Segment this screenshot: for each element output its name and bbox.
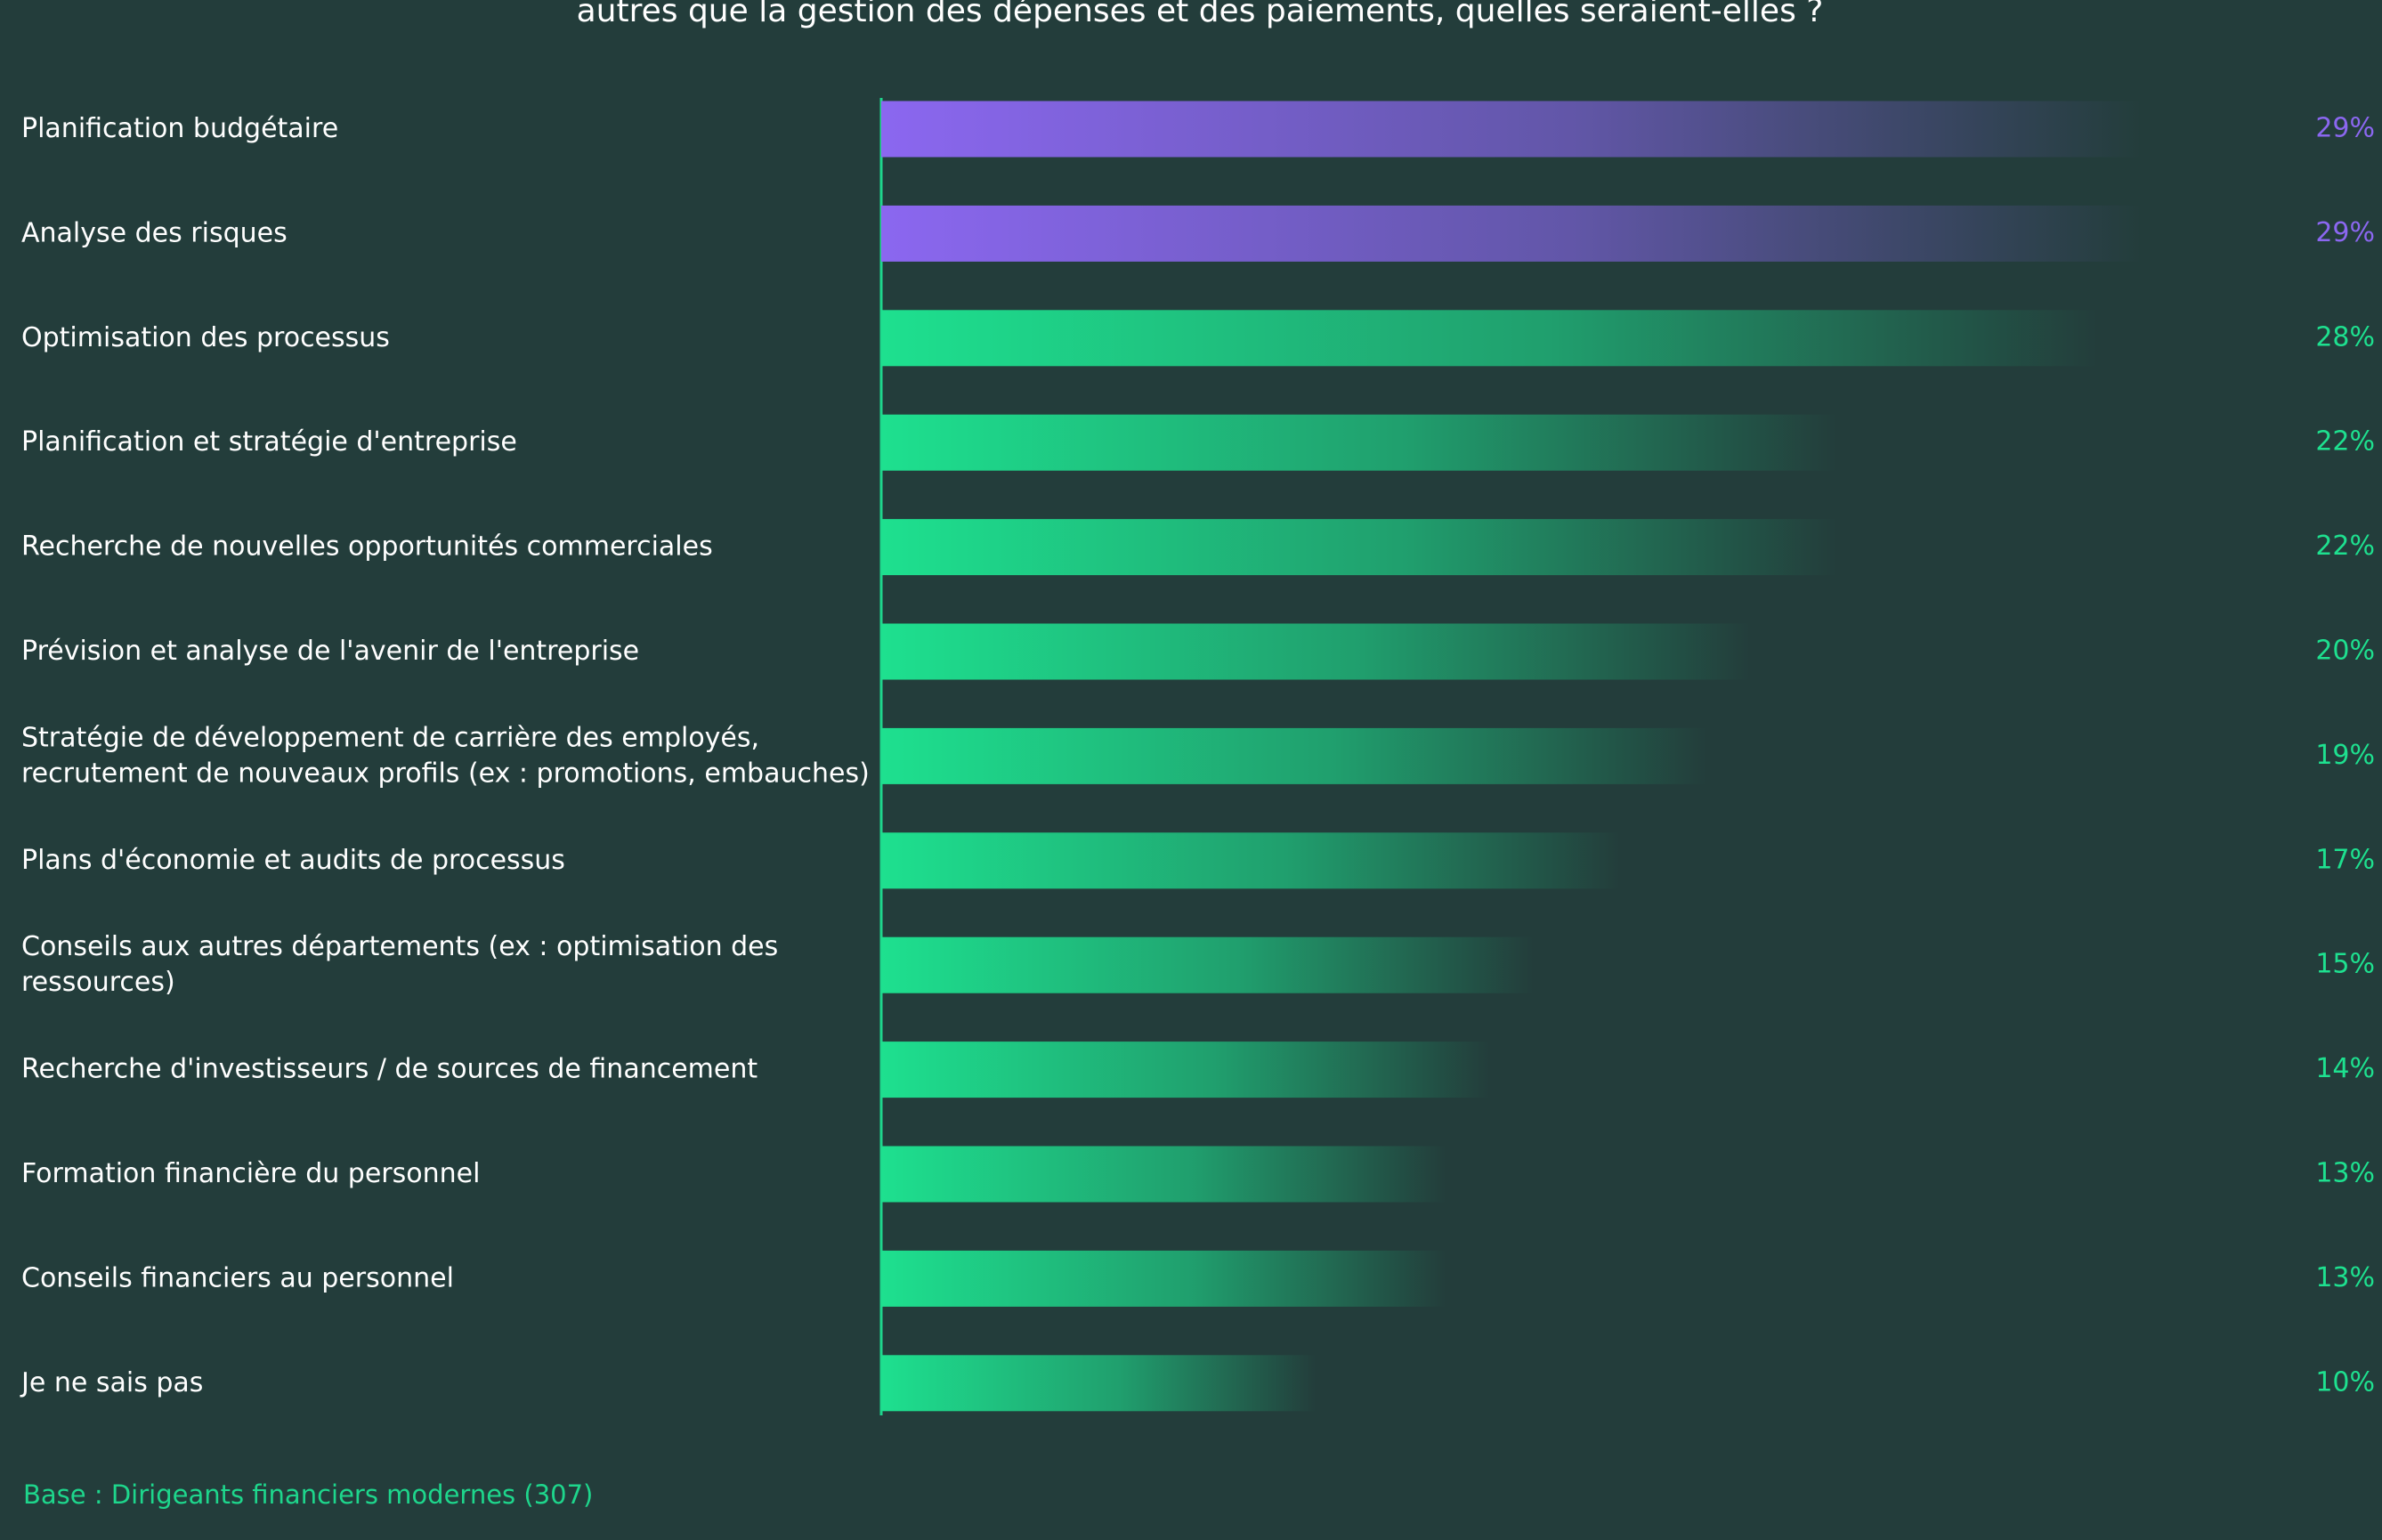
bar — [881, 1250, 1446, 1307]
category-label: Conseils aux autres départements (ex : o… — [21, 931, 778, 998]
bar — [881, 101, 2142, 158]
category-label: Analyse des risques — [21, 217, 288, 248]
value-label: 28% — [2315, 321, 2375, 353]
value-label: 15% — [2315, 949, 2375, 980]
category-label: Optimisation des processus — [21, 321, 390, 353]
value-label: 17% — [2315, 844, 2375, 875]
value-label: 20% — [2315, 636, 2375, 667]
bar — [881, 310, 2099, 367]
value-label: 14% — [2315, 1053, 2375, 1084]
category-label: Plans d'économie et audits de processus — [21, 844, 565, 875]
category-label: Prévision et analyse de l'avenir de l'en… — [21, 636, 639, 667]
category-label: Conseils financiers au personnel — [21, 1262, 454, 1293]
value-label: 22% — [2315, 531, 2375, 562]
category-label: Je ne sais pas — [20, 1366, 203, 1398]
category-label: Formation financière du personnel — [21, 1158, 480, 1189]
category-label: Planification budgétaire — [21, 113, 338, 144]
category-label: Recherche de nouvelles opportunités comm… — [21, 531, 713, 562]
bar — [881, 832, 1621, 889]
category-label: Recherche d'investisseurs / de sources d… — [21, 1053, 758, 1084]
value-label: 13% — [2315, 1158, 2375, 1189]
bar — [881, 1146, 1446, 1203]
value-label: 22% — [2315, 426, 2375, 458]
value-label: 19% — [2315, 740, 2375, 771]
value-label: 13% — [2315, 1262, 2375, 1293]
bar — [881, 1042, 1490, 1098]
bar — [881, 1355, 1317, 1412]
bar — [881, 205, 2142, 262]
chart-title: autres que la gestion des dépenses et de… — [577, 0, 1824, 29]
value-label: 10% — [2315, 1366, 2375, 1398]
value-label: 29% — [2315, 217, 2375, 248]
value-label: 29% — [2315, 113, 2375, 144]
category-label: Planification et stratégie d'entreprise — [21, 426, 517, 458]
bar — [881, 414, 1838, 471]
bar — [881, 623, 1751, 680]
bar — [881, 727, 1707, 784]
category-label: Stratégie de développement de carrière d… — [21, 722, 870, 789]
footnote: Base : Dirigeants financiers modernes (3… — [23, 1479, 593, 1510]
bar — [881, 519, 1838, 576]
bar — [881, 936, 1534, 993]
